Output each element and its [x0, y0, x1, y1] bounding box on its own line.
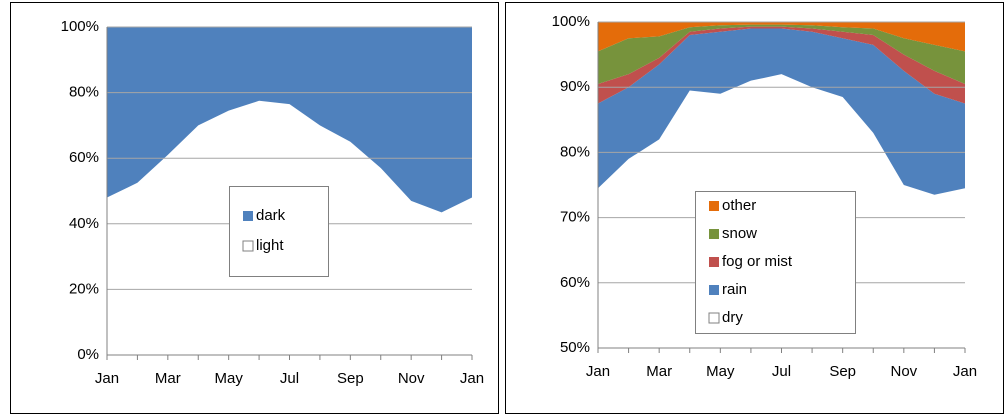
y-tick-label: 100%	[552, 13, 590, 30]
y-tick-label: 50%	[560, 339, 590, 356]
x-tick-label: Mar	[155, 370, 181, 387]
legend-swatch	[708, 312, 720, 324]
legend-box	[229, 186, 329, 277]
x-tick-label: Mar	[646, 363, 672, 380]
y-tick-label: 90%	[560, 78, 590, 95]
x-tick-label: Jan	[586, 363, 610, 380]
area	[107, 27, 472, 213]
legend-swatch	[242, 240, 254, 252]
x-tick-label: Jul	[772, 363, 791, 380]
x-tick-label: Jan	[95, 370, 119, 387]
x-tick-label: Jan	[460, 370, 484, 387]
legend-label: snow	[722, 225, 757, 242]
panel-border	[10, 2, 499, 414]
legend-swatch	[709, 285, 719, 295]
area	[598, 28, 965, 195]
y-tick-label: 60%	[69, 149, 99, 166]
y-tick-label: 40%	[69, 215, 99, 232]
legend-label: dry	[722, 309, 743, 326]
y-tick-label: 80%	[560, 143, 590, 160]
panel-border	[505, 2, 1004, 414]
y-tick-label: 20%	[69, 280, 99, 297]
legend-box	[695, 191, 856, 334]
x-tick-label: Jul	[280, 370, 299, 387]
legend-label: fog or mist	[722, 253, 793, 270]
legend-label: other	[722, 197, 756, 214]
legend-label: rain	[722, 281, 747, 298]
x-tick-label: May	[214, 370, 243, 387]
y-tick-label: 100%	[61, 18, 99, 35]
legend-swatch	[243, 211, 253, 221]
legend-label: dark	[256, 207, 286, 224]
x-tick-label: Sep	[829, 363, 856, 380]
area	[598, 22, 965, 52]
x-tick-label: Nov	[890, 363, 917, 380]
x-tick-label: Nov	[398, 370, 425, 387]
legend-swatch	[709, 257, 719, 267]
y-tick-label: 70%	[560, 209, 590, 226]
x-tick-label: Sep	[337, 370, 364, 387]
y-tick-label: 80%	[69, 84, 99, 101]
y-tick-label: 60%	[560, 274, 590, 291]
x-tick-label: May	[706, 363, 735, 380]
legend-swatch	[709, 229, 719, 239]
x-tick-label: Jan	[953, 363, 977, 380]
legend-swatch	[709, 201, 719, 211]
y-tick-label: 0%	[77, 346, 99, 363]
legend-label: light	[256, 237, 284, 254]
